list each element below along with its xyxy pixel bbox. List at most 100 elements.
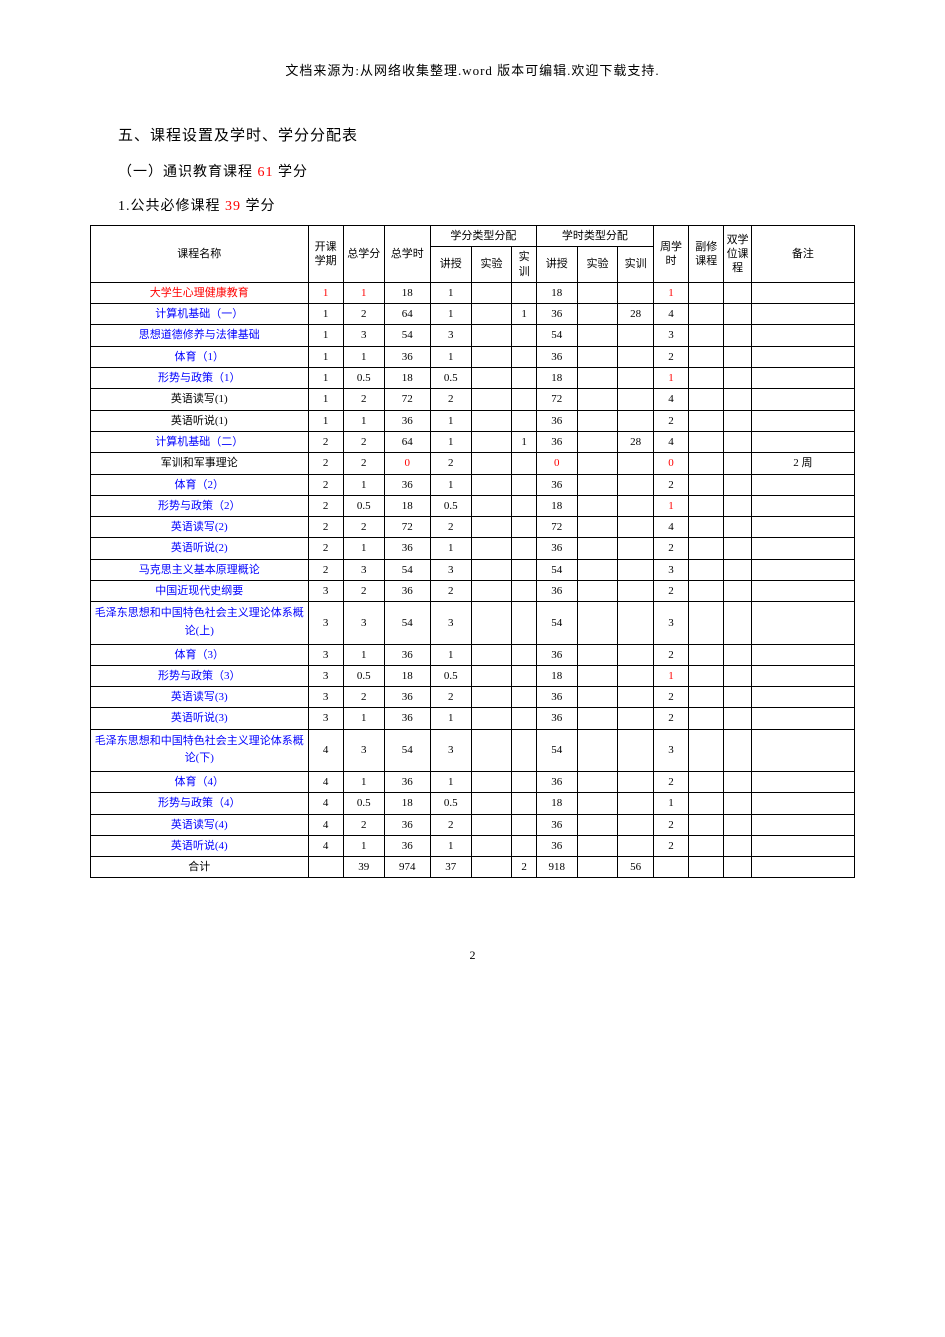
table-cell: 1 [430, 771, 471, 792]
table-cell: 4 [653, 517, 688, 538]
table-cell: 2 [653, 835, 688, 856]
table-cell: 2 [343, 431, 384, 452]
table-cell [512, 538, 536, 559]
table-row: 英语听说(2)21361362 [91, 538, 855, 559]
table-cell [471, 346, 512, 367]
subsection-credits: 61 [258, 165, 274, 180]
table-cell [577, 644, 618, 665]
table-cell [724, 474, 751, 495]
table-cell [689, 304, 724, 325]
table-cell [689, 410, 724, 431]
table-cell: 3 [308, 665, 343, 686]
table-row: 军训和军事理论2202002 周 [91, 453, 855, 474]
table-cell: 72 [536, 389, 577, 410]
table-cell: 3 [430, 325, 471, 346]
table-row: 计算机基础（一）12641136284 [91, 304, 855, 325]
table-cell [471, 602, 512, 644]
table-cell [618, 453, 653, 474]
table-cell [751, 474, 854, 495]
table-cell: 36 [384, 771, 430, 792]
table-cell: 36 [536, 644, 577, 665]
table-cell: 36 [536, 474, 577, 495]
table-cell [724, 835, 751, 856]
table-cell: 54 [536, 559, 577, 580]
table-cell [618, 729, 653, 771]
table-cell [512, 687, 536, 708]
table-cell: 英语听说(1) [91, 410, 309, 431]
table-cell [618, 581, 653, 602]
table-row: 马克思主义基本原理概论23543543 [91, 559, 855, 580]
table-cell: 18 [536, 665, 577, 686]
table-cell: 4 [308, 835, 343, 856]
table-cell: 1 [430, 474, 471, 495]
table-cell [751, 346, 854, 367]
table-row: 体育（2）21361362 [91, 474, 855, 495]
table-cell [471, 559, 512, 580]
col-lab-c: 实验 [471, 247, 512, 283]
table-cell [689, 644, 724, 665]
table-cell: 18 [536, 368, 577, 389]
table-cell [618, 282, 653, 303]
table-cell: 1 [512, 304, 536, 325]
table-cell [577, 495, 618, 516]
table-cell [689, 325, 724, 346]
table-cell [689, 495, 724, 516]
table-cell [724, 389, 751, 410]
table-cell: 2 [343, 453, 384, 474]
col-weekly: 周学时 [653, 226, 688, 283]
table-cell [471, 453, 512, 474]
table-cell: 36 [536, 771, 577, 792]
table-cell [689, 729, 724, 771]
table-cell: 2 [653, 687, 688, 708]
table-cell: 4 [653, 389, 688, 410]
table-cell [751, 431, 854, 452]
table-cell [618, 368, 653, 389]
table-cell [618, 665, 653, 686]
table-cell: 72 [536, 517, 577, 538]
table-cell [724, 771, 751, 792]
table-cell [618, 708, 653, 729]
table-row: 英语读写(3)32362362 [91, 687, 855, 708]
table-cell [751, 538, 854, 559]
table-cell: 28 [618, 431, 653, 452]
subsub-line: 1.公共必修课程 39 学分 [118, 195, 855, 215]
col-practice-h: 实训 [618, 247, 653, 283]
table-cell: 36 [384, 835, 430, 856]
table-cell [751, 304, 854, 325]
table-cell [577, 517, 618, 538]
table-cell [689, 389, 724, 410]
table-cell [471, 431, 512, 452]
table-cell: 2 [308, 538, 343, 559]
table-cell: 918 [536, 857, 577, 878]
table-cell: 1 [343, 708, 384, 729]
table-cell: 2 [308, 559, 343, 580]
table-cell [689, 665, 724, 686]
table-row: 形势与政策（4）40.5180.5181 [91, 793, 855, 814]
table-cell [471, 793, 512, 814]
table-cell [471, 474, 512, 495]
table-row: 毛泽东思想和中国特色社会主义理论体系概论(上)33543543 [91, 602, 855, 644]
table-cell: 72 [384, 517, 430, 538]
table-cell: 2 [308, 453, 343, 474]
table-cell [471, 517, 512, 538]
table-row: 英语读写(1)12722724 [91, 389, 855, 410]
subsub-prefix: 1.公共必修课程 [118, 199, 225, 214]
table-cell: 54 [536, 729, 577, 771]
subsub-credits: 39 [225, 199, 241, 214]
table-cell [751, 581, 854, 602]
table-cell: 28 [618, 304, 653, 325]
subsection-prefix: （一）通识教育课程 [118, 165, 258, 180]
table-cell: 毛泽东思想和中国特色社会主义理论体系概论(下) [91, 729, 309, 771]
table-cell: 2 [653, 410, 688, 431]
table-cell: 2 [308, 474, 343, 495]
table-cell: 英语读写(2) [91, 517, 309, 538]
table-cell [577, 665, 618, 686]
table-cell [471, 304, 512, 325]
table-cell: 36 [536, 814, 577, 835]
table-cell [751, 325, 854, 346]
table-cell [689, 771, 724, 792]
table-cell: 36 [384, 581, 430, 602]
col-lecture-c: 讲授 [430, 247, 471, 283]
table-cell: 3 [308, 687, 343, 708]
table-cell: 36 [384, 814, 430, 835]
